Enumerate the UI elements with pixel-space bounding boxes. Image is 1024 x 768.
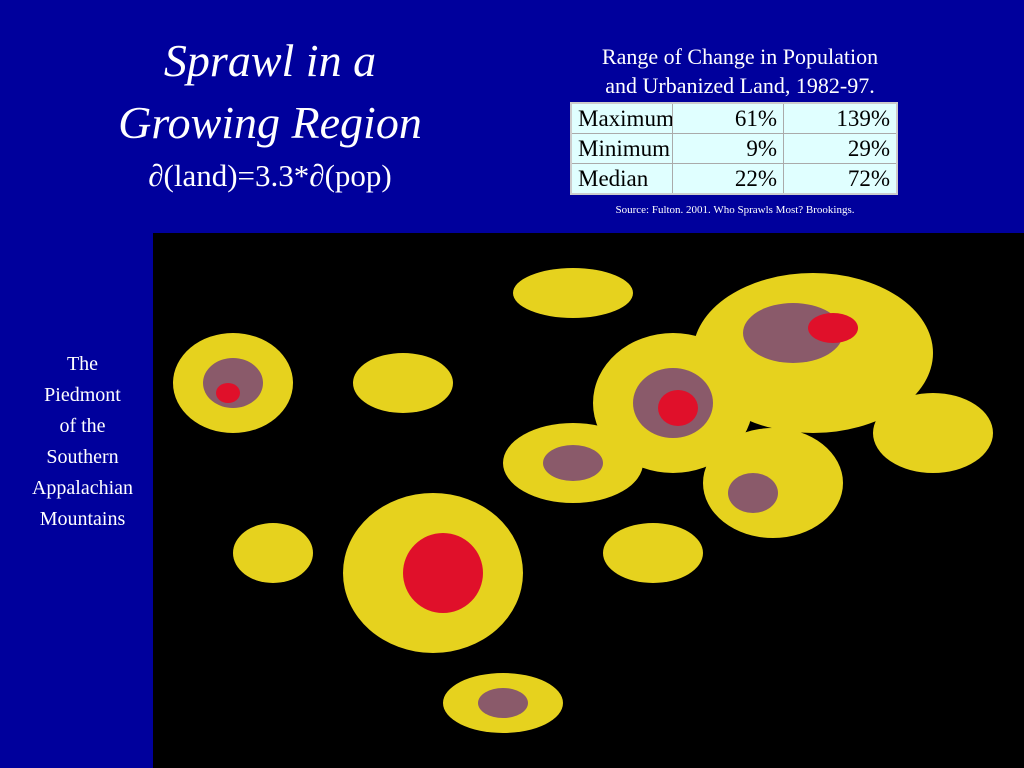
caption-line: and Urbanized Land, 1982-97.: [605, 73, 875, 98]
stats-table: Maximum 61% 139% Minimum 9% 29% Median 22% 72%: [570, 102, 898, 195]
urban-core: [216, 313, 858, 613]
row: Minimum 9% 29%: [570, 133, 898, 164]
caption-line: Piedmont: [44, 384, 121, 406]
formula: ∂(land)=3.3*∂(pop): [148, 158, 392, 193]
cell-text: Median: [578, 165, 649, 191]
cell: 139%: [783, 102, 898, 134]
cell: 61%: [672, 102, 784, 134]
urban-area: [478, 688, 528, 718]
urban-area: [658, 390, 698, 426]
cell: Maximum: [570, 102, 673, 134]
table-caption: Range of Change in Population and Urbani…: [560, 42, 920, 100]
sprawl-map: [153, 233, 1024, 768]
cell: Median: [570, 163, 673, 195]
urban-low: [173, 268, 993, 733]
cell-text: Minimum: [578, 135, 671, 161]
cell: 9%: [672, 133, 784, 164]
caption-line: of the: [59, 415, 106, 437]
row: Maximum 61% 139%: [570, 102, 898, 134]
urban-area: [808, 313, 858, 343]
cell: 22%: [672, 163, 784, 195]
urban-area: [403, 533, 483, 613]
urban-area: [233, 523, 313, 583]
caption-line: Appalachian: [31, 477, 134, 499]
title: Sprawl in a: [163, 35, 377, 86]
caption-line: The: [66, 353, 99, 375]
cell-text: Maximum: [578, 105, 672, 131]
cell: 72%: [783, 163, 898, 195]
caption-line: Southern: [46, 446, 119, 468]
ocean: [713, 413, 1024, 768]
urban-area: [873, 393, 993, 473]
title: Growing Region: [118, 97, 422, 148]
row: Median 22% 72%: [570, 163, 898, 195]
caption-line: Range of Change in Population: [601, 44, 879, 69]
urban-area: [543, 445, 603, 481]
caption-line: Mountains: [39, 508, 126, 530]
cell: 29%: [783, 133, 898, 164]
cell: Minimum: [570, 133, 673, 164]
urban-area: [603, 523, 703, 583]
source: Source: Fulton. 2001. Who Sprawls Most? …: [615, 204, 855, 216]
urban-area: [728, 473, 778, 513]
map-caption: The Piedmont of the Southern Appalachian…: [10, 349, 155, 535]
urban-area: [353, 353, 453, 413]
urban-area: [513, 268, 633, 318]
urban-area: [216, 383, 240, 403]
